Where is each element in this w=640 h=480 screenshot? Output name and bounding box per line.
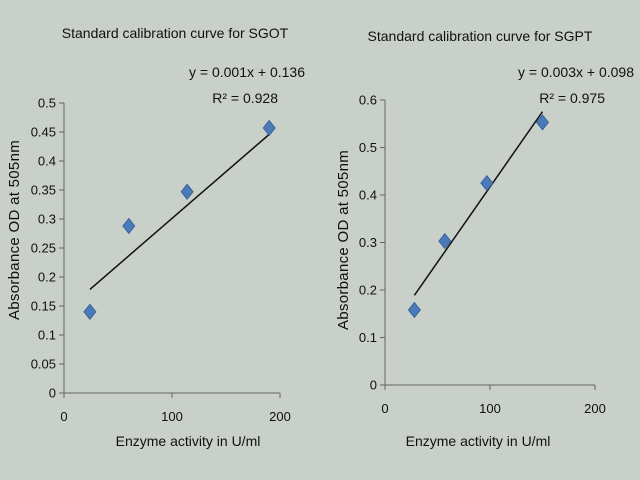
y-tick-label: 0.1	[359, 330, 377, 345]
y-axis-label: Absorbance OD at 505nm	[6, 140, 23, 320]
x-tick-label: 0	[381, 401, 388, 416]
x-tick-label: 100	[161, 409, 183, 424]
y-tick-label: 0.4	[359, 188, 377, 203]
y-tick-label: 0.3	[359, 235, 377, 250]
data-point	[122, 217, 136, 235]
x-tick-label: 0	[60, 409, 67, 424]
trendline	[413, 111, 544, 296]
r-squared-label: R² = 0.928	[212, 90, 278, 106]
y-axis-label: Absorbance OD at 505nm	[335, 150, 352, 330]
y-tick-label: 0.4	[38, 154, 56, 169]
chart-title: Standard calibration curve for SGPT	[368, 28, 593, 44]
plot-area: 0 0.05 0.1 0.15 0.2 0.25 0.3 0.35 0.4 0.45 0.5 0 100…	[31, 96, 291, 425]
trend-equation: y = 0.001x + 0.136	[189, 64, 305, 80]
r-squared-label: R² = 0.975	[539, 90, 605, 106]
y-tick-label: 0.1	[38, 328, 56, 343]
chart-sgpt: Standard calibration curve for SGPT y = …	[335, 28, 634, 449]
y-tick-label: 0.5	[359, 140, 377, 155]
y-tick-label: 0.05	[31, 357, 56, 372]
x-tick-label: 200	[584, 401, 606, 416]
plot-area: 0 0.1 0.2 0.3 0.4 0.5 0.6 0 100 200	[359, 93, 606, 417]
y-tick-label: 0.5	[38, 96, 56, 111]
trendline	[89, 133, 270, 290]
y-tick-label: 0.35	[31, 183, 56, 198]
data-point	[535, 114, 550, 131]
y-tick-label: 0.3	[38, 212, 56, 227]
x-axis-label: Enzyme activity in U/ml	[406, 433, 551, 449]
y-tick-label: 0.6	[359, 93, 377, 108]
data-point	[83, 303, 97, 320]
chart-sgot: Standard calibration curve for SGOT y = …	[6, 25, 305, 449]
data-point	[438, 232, 452, 250]
y-tick-label: 0.2	[38, 270, 56, 285]
x-axis-label: Enzyme activity in U/ml	[116, 433, 261, 449]
x-tick-label: 100	[479, 401, 501, 416]
y-tick-label: 0.25	[31, 241, 56, 256]
data-point	[180, 183, 194, 200]
data-point	[480, 174, 494, 192]
y-tick-label: 0.45	[31, 125, 56, 140]
y-tick-label: 0.15	[31, 299, 56, 314]
y-tick-label: 0	[370, 378, 377, 393]
data-point	[262, 119, 276, 137]
y-tick-label: 0	[49, 386, 56, 401]
trend-equation: y = 0.003x + 0.098	[518, 64, 634, 80]
chart-title: Standard calibration curve for SGOT	[62, 25, 289, 41]
data-point	[407, 301, 421, 319]
y-tick-label: 0.2	[359, 283, 377, 298]
x-tick-label: 200	[269, 409, 291, 424]
